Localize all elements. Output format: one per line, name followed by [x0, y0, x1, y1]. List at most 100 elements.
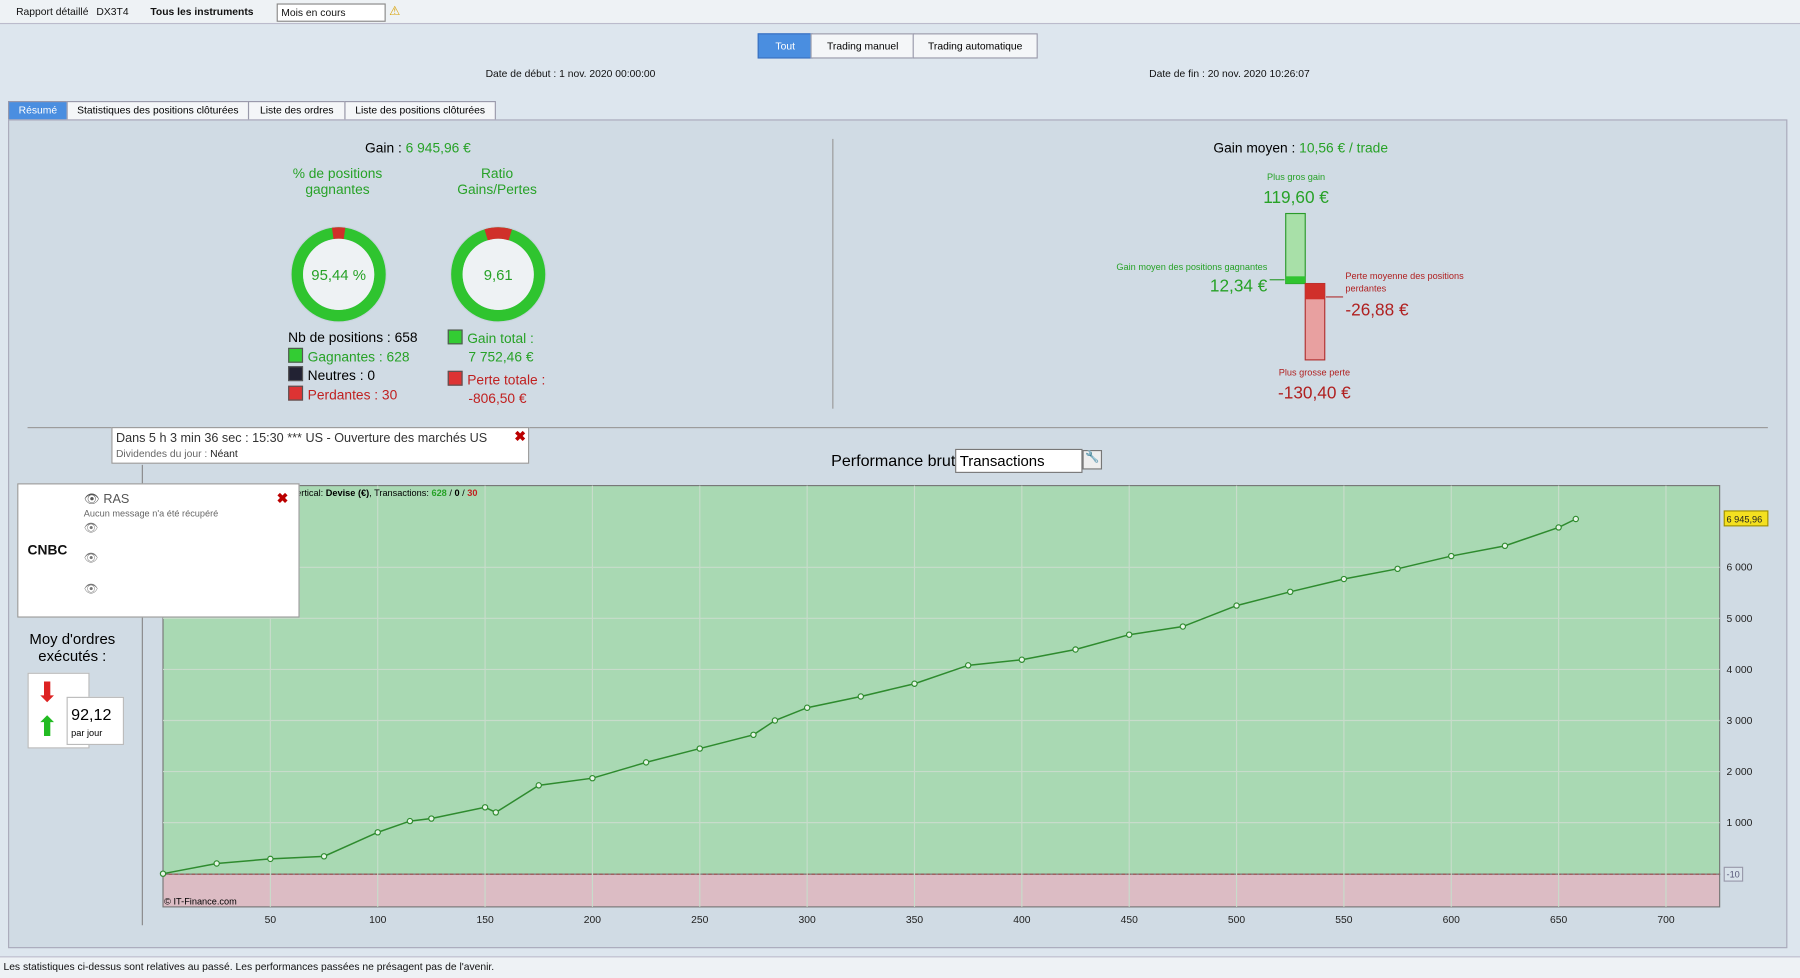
y-tick-label: 5 000: [1727, 614, 1753, 625]
x-tick-label: 250: [691, 915, 708, 926]
start-date: Date de début : 1 nov. 2020 00:00:00: [485, 67, 656, 80]
x-tick-label: 400: [1013, 915, 1030, 926]
mode-button[interactable]: Trading automatique: [912, 33, 1038, 59]
total-gain-label: Gain total :: [467, 330, 534, 347]
point: [1125, 631, 1133, 638]
avg-loss-title: Perte moyenne des positions perdantes: [1345, 271, 1464, 294]
point: [1287, 588, 1294, 596]
x-tick-label: 150: [476, 915, 493, 926]
avg-win-label: 12,34 €: [1210, 276, 1268, 296]
x-tick-label: 600: [1443, 915, 1460, 926]
x-tick-label: 50: [265, 915, 277, 926]
max-gain-label: 119,60 €: [1263, 187, 1329, 207]
warning-icon: ⚠: [389, 4, 401, 19]
ratio-donut: 9,61: [450, 226, 547, 323]
y-tick-label: 3 000: [1727, 716, 1753, 727]
news-title: 👁 RAS: [83, 492, 130, 507]
orders-card: 92,12 par jour: [66, 696, 124, 746]
mode-button[interactable]: Trading manuel: [810, 33, 915, 59]
chart-selector[interactable]: Transactions: [955, 448, 1083, 473]
end-date: Date de fin : 20 nov. 2020 10:26:07: [1149, 67, 1310, 80]
gain-label: Gain :: [365, 140, 402, 157]
news-message: Aucun message n'a été récupéré: [83, 508, 219, 519]
y-tick-label: 4 000: [1727, 665, 1753, 676]
point: [750, 731, 757, 739]
point: [1233, 602, 1240, 609]
orders-title: Moy d'ordres exécutés :: [29, 630, 116, 665]
x-tick-label: 700: [1657, 915, 1674, 926]
win-rate-donut: 95,44 %: [290, 226, 387, 323]
baseline-label: -10: [1727, 870, 1740, 880]
x-tick-label: 100: [369, 915, 386, 926]
account[interactable]: DX3T4: [96, 5, 129, 18]
loss-zone: [162, 873, 1721, 908]
point: [857, 693, 865, 700]
dividends-value: Néant: [210, 447, 238, 460]
max-loss-title: Plus grosse perte: [1279, 367, 1350, 377]
positions: Nb de positions : 658 Gagnantes : 628 Ne…: [288, 329, 418, 404]
period-select[interactable]: Mois en cours: [276, 3, 386, 22]
count-neutral: 0: [454, 487, 460, 499]
donut-label: 9,61: [484, 267, 513, 284]
report-button[interactable]: Rapport détaillé: [16, 5, 89, 18]
unit: Devise (€): [325, 487, 370, 499]
news-source: CNBC: [27, 541, 68, 558]
point: [1394, 565, 1401, 573]
avg-win-title: Gain moyen des positions gagnantes: [1116, 262, 1267, 272]
x-tick-label: 350: [906, 915, 923, 926]
mode-button[interactable]: Tout: [757, 33, 813, 59]
up-arrow: ⬆: [35, 711, 59, 743]
eye-icon: 👁: [83, 583, 99, 596]
donut-loss: [451, 227, 546, 322]
settings-button[interactable]: 🔧: [1082, 450, 1103, 470]
baseline-tag: [1723, 866, 1744, 882]
divider: [27, 427, 1768, 429]
point: [1340, 575, 1348, 583]
news-box: CNBC 👁 RAS Aucun message n'a été récupér…: [17, 483, 300, 618]
max-gain-bar: [1285, 212, 1306, 285]
point: [159, 870, 167, 877]
positions-losing: Perdantes : 30: [307, 386, 398, 403]
chart-title: Performance brute: [831, 451, 965, 470]
count-winning: 628: [431, 487, 447, 499]
win-rate-title: % de positions gagnantes: [292, 165, 383, 198]
legend-swatch: [447, 329, 463, 345]
last-value-tag: [1723, 510, 1769, 527]
point: [492, 809, 500, 816]
extremes-diagram: Plus gros gain 119,60 € Gain moyen des pos…: [1116, 172, 1464, 402]
legend-swatch: [288, 385, 304, 401]
axis-note: ertical:: [296, 487, 324, 499]
point: [428, 815, 435, 822]
chart-legend: ertical: Devise (€), Transactions: 628 /…: [296, 487, 478, 499]
total-loss-value: -806,50 €: [468, 389, 527, 406]
total-loss-label: Perte totale :: [467, 371, 546, 389]
point: [1572, 515, 1580, 523]
transactions-label: , Transactions:: [369, 487, 429, 499]
count-losing: 30: [467, 487, 478, 499]
eye-icon: 👁: [83, 552, 99, 565]
gain-zone: [162, 485, 1721, 875]
y-tick-label: 1 000: [1727, 818, 1753, 829]
x-tick-label: 300: [799, 915, 816, 926]
point: [1501, 542, 1509, 550]
y-tick-label: 2 000: [1727, 767, 1753, 778]
point: [406, 817, 414, 825]
point: [964, 662, 972, 669]
x-tick-label: 650: [1550, 915, 1567, 926]
point: [374, 829, 381, 836]
point: [535, 782, 542, 789]
x-tick-label: 200: [584, 915, 601, 926]
close-button[interactable]: ✖: [276, 490, 289, 507]
alert-text: Dans 5 h 3 min 36 sec : 15:30 *** US - O…: [115, 431, 488, 446]
down-arrow: ⬇: [35, 677, 59, 709]
close-button[interactable]: ✖: [514, 428, 526, 445]
orders-unit: par jour: [71, 727, 103, 739]
point: [213, 860, 220, 867]
x-tick-label: 500: [1228, 915, 1245, 926]
eye-icon: 👁: [83, 522, 99, 535]
positions-total: Nb de positions : 658: [288, 329, 418, 346]
instruments-menu[interactable]: Tous les instruments: [150, 5, 254, 18]
x-tick-label: 550: [1335, 915, 1352, 926]
point: [642, 759, 650, 766]
